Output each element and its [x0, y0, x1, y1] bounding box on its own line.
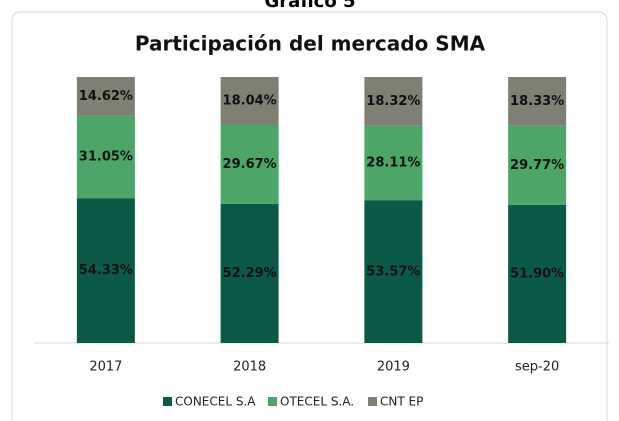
bar-segment [76, 115, 135, 199]
bar-segment [364, 77, 423, 126]
legend-swatch [163, 397, 172, 406]
x-tick-label: 2017 [89, 360, 122, 375]
value-label: 18.33% [510, 94, 564, 109]
bar-segment [220, 77, 279, 125]
value-label: 31.05% [79, 150, 133, 165]
bar-segment [76, 77, 135, 116]
bar-segment [220, 124, 279, 204]
x-tick-label: sep-20 [515, 360, 559, 375]
bar-segment [508, 125, 567, 205]
value-label: 18.32% [366, 94, 420, 109]
legend-swatch [268, 397, 277, 406]
bar-segment [508, 204, 567, 343]
value-label: 29.67% [223, 157, 277, 172]
value-label: 29.77% [510, 158, 564, 173]
bar-segment [220, 203, 279, 343]
bar-segment [364, 125, 423, 201]
x-tick-label: 2018 [233, 360, 266, 375]
value-label: 18.04% [223, 93, 277, 108]
value-label: 28.11% [366, 156, 420, 171]
value-label: 51.90% [510, 266, 564, 281]
chart-heading: Gráfico 5 [265, 0, 356, 12]
chart-frame [11, 11, 608, 421]
value-label: 54.33% [79, 263, 133, 278]
bar-segment [76, 198, 135, 343]
legend-label: OTECEL S.A. [280, 395, 354, 409]
x-tick-label: 2019 [377, 360, 410, 375]
legend-swatch [368, 397, 377, 406]
value-label: 14.62% [79, 89, 133, 104]
bar-segment [508, 77, 567, 126]
legend-label: CONECEL S.A [175, 395, 256, 409]
legend-label: CNT EP [380, 395, 423, 409]
chart-title: Participación del mercado SMA [135, 32, 486, 56]
value-label: 53.57% [366, 264, 420, 279]
bar-segment [364, 200, 423, 343]
value-label: 52.29% [223, 266, 277, 281]
